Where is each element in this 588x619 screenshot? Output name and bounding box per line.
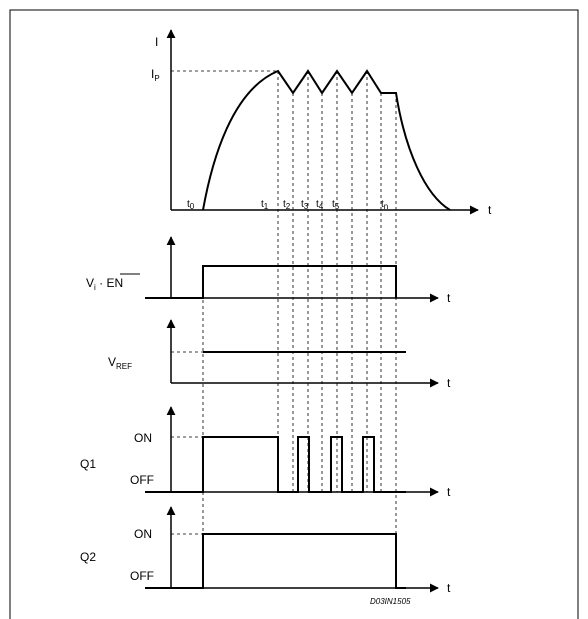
vref-label: VREF [108,355,132,371]
current-y-axis-label: I [155,35,158,49]
figure-reference-id: D03IN1505 [370,597,411,606]
q2-off-label: OFF [130,569,154,583]
current-x-axis-label: t [488,203,492,217]
q2-on-label: ON [134,527,152,541]
current-plot: I t IP t0 t1 t2 t3 t4 t5 tn [151,29,492,217]
time-marker-tn: tn [381,199,388,211]
current-waveform [202,69,451,211]
vi-en-label: Vi · EN [86,276,123,292]
q2-x-axis-label: t [447,581,451,595]
q2-label: Q2 [80,550,96,564]
time-marker-t4: t4 [316,199,324,211]
vi-en-waveform [145,265,397,299]
q1-plot: t ON Q1 OFF [80,406,451,499]
q2-waveform [145,533,406,589]
time-marker-t3: t3 [301,199,309,211]
vi-en-plot: t Vi · EN [86,236,451,305]
vi-en-x-axis-label: t [447,291,451,305]
time-marker-t0: t0 [187,199,195,211]
peak-current-label: IP [151,67,160,83]
q1-label: Q1 [80,457,96,471]
q1-on-label: ON [134,431,152,445]
timing-guides [202,71,397,588]
time-marker-t2: t2 [283,199,291,211]
q1-off-label: OFF [130,473,154,487]
q1-x-axis-label: t [447,485,451,499]
figure-frame [9,9,579,619]
q2-plot: t ON Q2 OFF [80,506,451,595]
vref-plot: t VREF [108,319,451,390]
q1-waveform [145,436,406,493]
time-marker-t1: t1 [261,199,269,211]
time-marker-t5: t5 [332,199,340,211]
vref-x-axis-label: t [447,376,451,390]
